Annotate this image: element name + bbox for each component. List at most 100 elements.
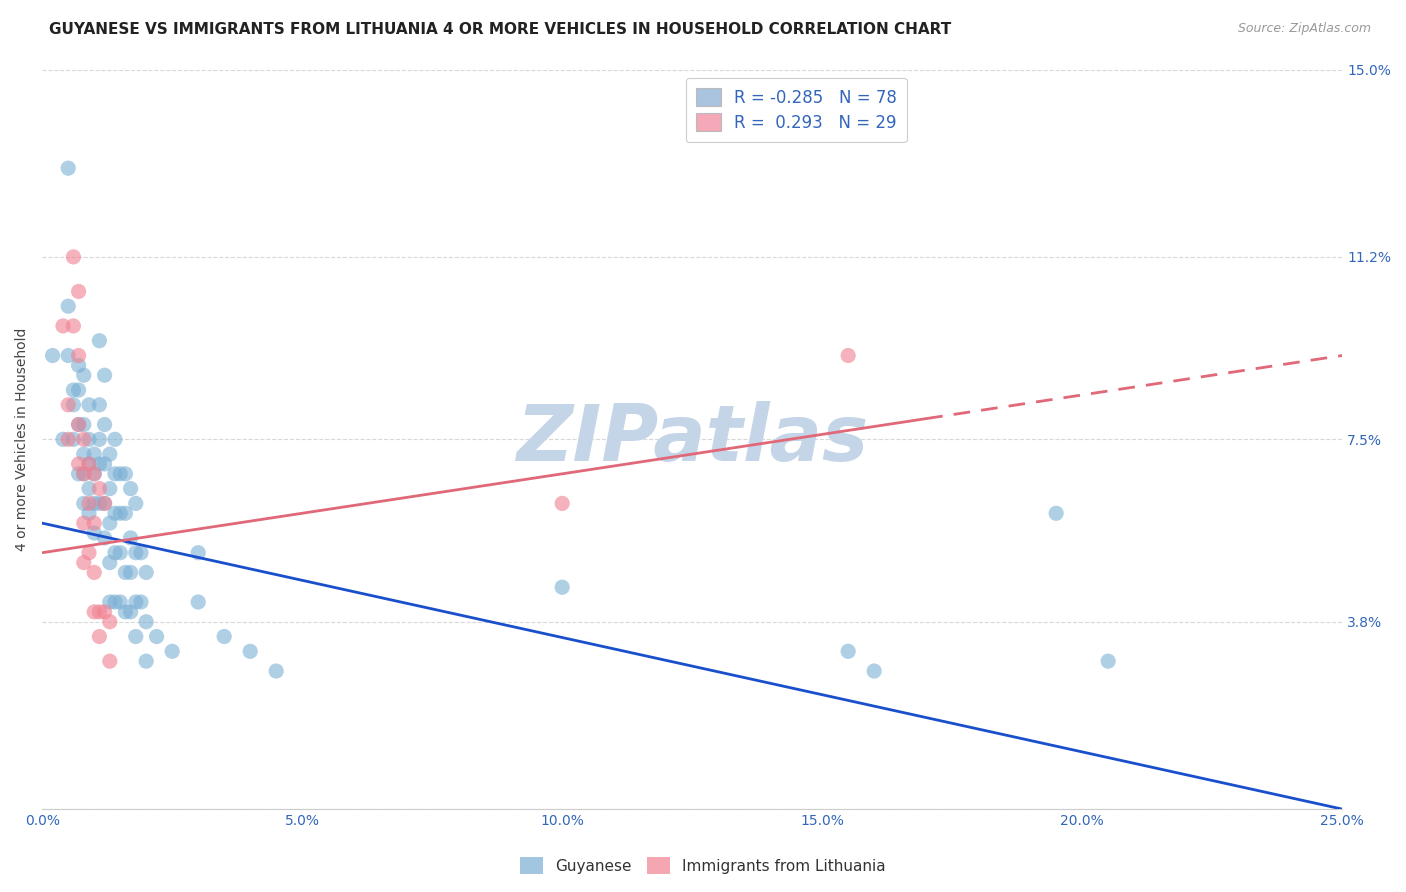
Point [551,496,574,510]
Point [863,664,886,678]
Point [120,531,142,545]
Point [98,516,121,530]
Point [125,496,148,510]
Point [67,417,90,432]
Point [67,467,90,481]
Point [93,605,115,619]
Point [83,516,105,530]
Point [837,349,859,363]
Y-axis label: 4 or more Vehicles in Household: 4 or more Vehicles in Household [15,327,30,551]
Point [104,467,127,481]
Point [77,496,100,510]
Point [120,566,142,580]
Point [52,433,75,447]
Point [62,250,84,264]
Point [104,433,127,447]
Point [77,457,100,471]
Point [551,580,574,594]
Point [187,595,209,609]
Point [114,566,136,580]
Point [114,467,136,481]
Point [837,644,859,658]
Point [93,531,115,545]
Point [89,334,111,348]
Point [125,630,148,644]
Point [160,644,183,658]
Point [98,654,121,668]
Point [77,482,100,496]
Point [93,417,115,432]
Point [73,417,96,432]
Legend: Guyanese, Immigrants from Lithuania: Guyanese, Immigrants from Lithuania [515,851,891,880]
Point [108,467,131,481]
Point [67,383,90,397]
Point [58,299,80,313]
Point [98,482,121,496]
Point [77,506,100,520]
Point [93,457,115,471]
Point [108,595,131,609]
Point [58,398,80,412]
Point [1045,506,1067,520]
Point [89,433,111,447]
Point [77,457,100,471]
Point [89,496,111,510]
Point [67,417,90,432]
Point [62,383,84,397]
Point [83,447,105,461]
Point [187,546,209,560]
Point [73,433,96,447]
Point [73,447,96,461]
Point [114,605,136,619]
Point [98,447,121,461]
Point [1097,654,1119,668]
Point [73,467,96,481]
Point [77,546,100,560]
Legend: R = -0.285   N = 78, R =  0.293   N = 29: R = -0.285 N = 78, R = 0.293 N = 29 [686,78,907,142]
Point [83,566,105,580]
Point [264,664,287,678]
Point [89,482,111,496]
Point [73,496,96,510]
Point [98,595,121,609]
Point [73,368,96,383]
Point [83,496,105,510]
Point [67,285,90,299]
Point [89,398,111,412]
Point [77,398,100,412]
Point [52,318,75,333]
Point [73,467,96,481]
Point [58,161,80,176]
Point [104,546,127,560]
Point [120,482,142,496]
Point [120,605,142,619]
Point [83,605,105,619]
Point [73,516,96,530]
Point [135,615,157,629]
Point [83,467,105,481]
Point [89,630,111,644]
Point [108,546,131,560]
Point [98,556,121,570]
Point [83,526,105,541]
Point [135,566,157,580]
Point [73,556,96,570]
Point [67,359,90,373]
Point [104,595,127,609]
Point [62,398,84,412]
Text: Source: ZipAtlas.com: Source: ZipAtlas.com [1237,22,1371,36]
Point [58,349,80,363]
Point [145,630,167,644]
Point [89,457,111,471]
Point [83,467,105,481]
Point [67,349,90,363]
Point [77,433,100,447]
Point [125,595,148,609]
Point [93,368,115,383]
Point [41,349,63,363]
Point [129,546,152,560]
Point [114,506,136,520]
Point [98,615,121,629]
Point [104,506,127,520]
Point [89,605,111,619]
